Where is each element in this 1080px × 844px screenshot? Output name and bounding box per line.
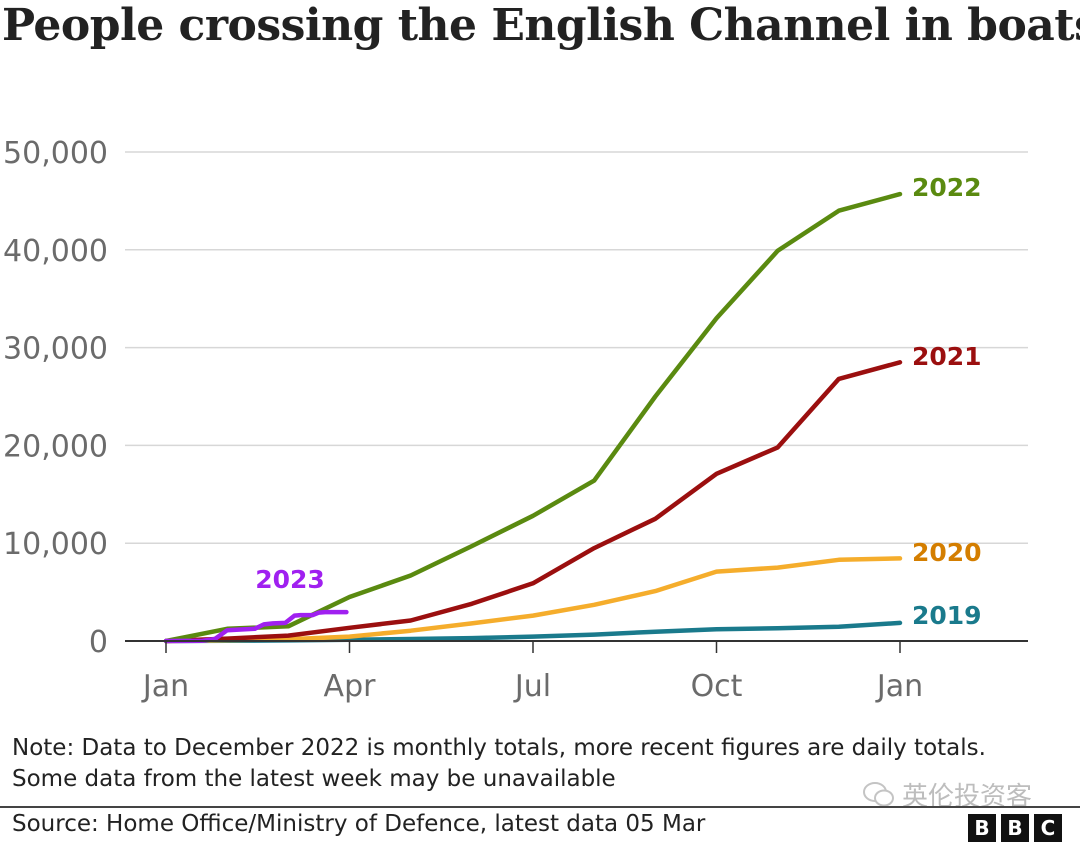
series-label-2022: 2022 — [912, 173, 982, 202]
note-line: Note: Data to December 2022 is monthly t… — [12, 735, 986, 761]
line-chart: Jan Apr Jul Oct Jan 0 10,000 20,000 30,000 40,00… — [3, 136, 1028, 704]
y-tick-label: 30,000 — [3, 332, 108, 367]
series-labels: 2019 2020 2021 2022 2023 — [255, 173, 981, 630]
y-tick-label: 40,000 — [3, 234, 108, 269]
series-lines — [163, 191, 903, 644]
x-tick-label: Jan — [141, 669, 189, 704]
series-line-2022 — [163, 191, 903, 644]
series-label-2023: 2023 — [255, 565, 325, 594]
note-line: Some data from the latest week may be un… — [12, 766, 616, 792]
chart-note: Note: Data to December 2022 is monthly t… — [12, 733, 986, 795]
y-tick-label: 0 — [89, 625, 108, 660]
y-axis: 0 10,000 20,000 30,000 40,000 50,000 — [3, 136, 108, 660]
x-tick-label: Jul — [513, 669, 551, 704]
gridlines — [125, 151, 1028, 544]
y-tick-label: 10,000 — [3, 527, 108, 562]
logo-letter: B — [1001, 814, 1029, 842]
logo-letter: B — [968, 814, 996, 842]
series-label-2021: 2021 — [912, 342, 982, 371]
x-axis: Jan Apr Jul Oct Jan — [141, 641, 923, 704]
y-tick-label: 50,000 — [3, 136, 108, 171]
chart-title: People crossing the English Channel in b… — [2, 0, 1080, 51]
series-line-2021 — [163, 360, 903, 644]
bbc-logo: B B C — [968, 814, 1062, 842]
wechat-icon — [863, 781, 894, 806]
source-divider — [0, 806, 1080, 808]
x-tick-label: Jan — [875, 669, 923, 704]
series-label-2019: 2019 — [912, 601, 982, 630]
logo-letter: C — [1034, 814, 1062, 842]
series-line-2023 — [163, 609, 349, 644]
series-label-2020: 2020 — [912, 538, 982, 567]
x-tick-label: Oct — [691, 669, 743, 704]
x-tick-label: Apr — [324, 669, 377, 704]
series-line-2020 — [163, 556, 903, 644]
source-text: Source: Home Office/Ministry of Defence,… — [12, 811, 706, 837]
y-tick-label: 20,000 — [3, 429, 108, 464]
